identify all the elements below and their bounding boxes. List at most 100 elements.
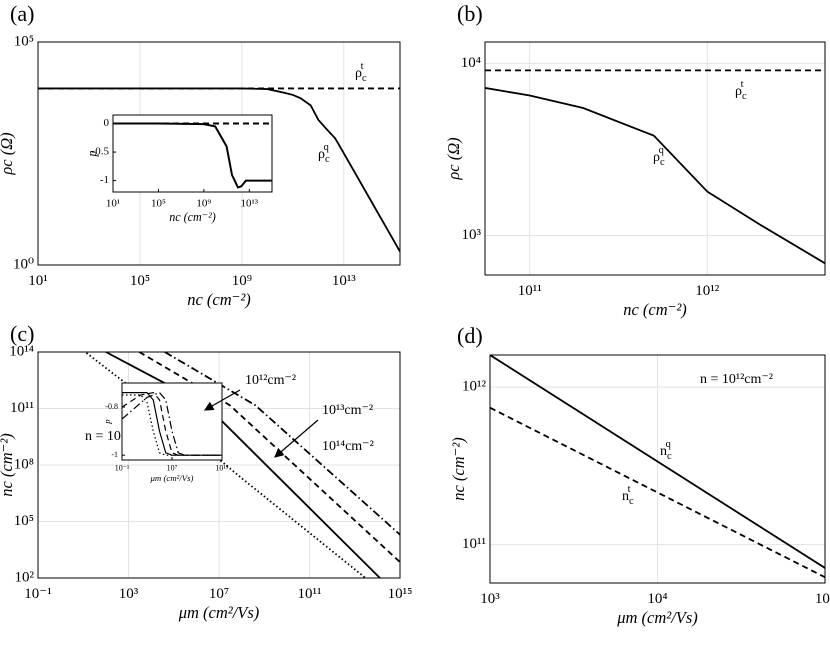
x-tick-label: 10⁵ [151, 198, 166, 210]
data-line [485, 87, 825, 265]
annotation: ρct [735, 79, 747, 102]
y-axis-label: nc (cm⁻²) [0, 433, 16, 497]
label-base: ρ [355, 66, 362, 81]
plot-frame [121, 382, 223, 461]
plot-area [485, 42, 825, 275]
y-tick-label: -1 [111, 450, 118, 459]
y-tick-label: 10² [15, 569, 35, 585]
x-axis-label: nc (cm⁻²) [187, 290, 251, 309]
x-tick-label: 10⁹ [196, 198, 211, 210]
plot-frame [112, 114, 273, 193]
label-sup: t [361, 61, 364, 72]
label-sub: c [742, 91, 747, 102]
data-line [490, 406, 825, 579]
y-tick-label: -1 [100, 174, 109, 186]
data-line [164, 352, 400, 536]
annotation: nct [622, 484, 634, 507]
plot-area [113, 115, 272, 192]
label-sub: c [660, 157, 665, 168]
y-axis-label: ρc (Ω) [444, 137, 463, 180]
x-tick-label: 10⁻¹ [115, 464, 130, 473]
x-tick-label: 10³ [119, 586, 139, 602]
x-tick-label: 10⁻¹ [24, 586, 51, 602]
x-tick-label: 10⁷ [209, 586, 229, 602]
y-tick-label: 10⁴ [461, 55, 481, 71]
x-tick-label: 10³ [480, 591, 500, 607]
data-line [122, 391, 222, 456]
plot-frame [489, 354, 826, 584]
data-line [122, 392, 222, 456]
label-sub: c [362, 73, 367, 84]
x-tick-label: 10¹⁵ [388, 586, 413, 602]
panel-label: (a) [10, 1, 34, 26]
x-tick-label: 10¹¹ [518, 283, 542, 299]
y-axis-label: nc (cm⁻²) [449, 437, 468, 501]
x-tick-label: 10¹³ [332, 273, 356, 289]
y-tick-label: 10³ [462, 227, 482, 243]
label-sup: t [741, 79, 744, 90]
x-tick-label: 10¹¹ [298, 586, 322, 602]
label-base: ρ [735, 84, 742, 99]
x-tick-label: 10¹ [106, 198, 120, 210]
label-sub: c [325, 154, 330, 165]
label-sup: q [666, 439, 672, 450]
data-line [113, 122, 272, 189]
y-tick-label: 10¹² [462, 379, 486, 395]
x-tick-label: 10¹ [28, 273, 48, 289]
arrow [203, 389, 241, 411]
arrow [274, 419, 319, 458]
y-axis-label: ρc (Ω) [0, 132, 16, 175]
y-tick-label: 10¹¹ [10, 400, 34, 416]
annotation: ρcq [653, 145, 665, 168]
x-tick-label: 10¹⁵ [215, 464, 228, 473]
y-tick-label: -0.8 [105, 402, 118, 411]
annotation: n = 10¹²cm⁻² [700, 372, 773, 387]
x-axis-label: nc (cm⁻²) [623, 300, 687, 319]
data-line [490, 355, 825, 569]
plot-area [122, 383, 222, 460]
y-tick-label: 10⁵ [14, 513, 34, 529]
x-tick-label: 10⁵ [815, 591, 830, 607]
data-line [122, 391, 222, 456]
plot-frame [484, 41, 826, 276]
y-tick-label: 10⁵ [14, 33, 34, 49]
label-sup: q [659, 145, 665, 156]
annotation: ρct [355, 61, 367, 84]
x-tick-label: 10⁴ [647, 591, 667, 607]
annotation: 10¹⁴cm⁻² [322, 439, 374, 454]
panel-label: (c) [10, 321, 34, 346]
label-sup: t [628, 484, 631, 495]
x-axis-label: μm (cm²/Vs) [616, 608, 698, 627]
x-tick-label: 10⁵ [130, 273, 150, 289]
y-tick-label: 10⁸ [14, 456, 34, 472]
label-base: n [660, 444, 667, 459]
panel-label: (d) [457, 323, 483, 348]
y-tick-label: 10¹¹ [462, 536, 486, 552]
annotation: ρcq [318, 142, 330, 165]
label-base: n [622, 489, 629, 504]
y-axis-label: p [102, 419, 112, 425]
annotation: 10¹³cm⁻² [322, 403, 373, 418]
data-line [138, 352, 400, 563]
y-axis-label: p [85, 150, 99, 157]
y-tick-label: 10¹⁴ [9, 343, 34, 359]
x-tick-label: 10¹² [695, 283, 719, 299]
plot-frame [37, 351, 401, 579]
label-base: ρ [318, 147, 325, 162]
y-tick-label: 0 [104, 117, 110, 129]
x-tick-label: 10⁹ [232, 273, 252, 289]
panel-label: (b) [457, 1, 483, 26]
y-tick-label: -0.5 [92, 146, 110, 158]
annotation: 10¹²cm⁻² [245, 373, 296, 388]
x-tick-label: 10¹³ [240, 198, 258, 210]
x-axis-label: nc (cm⁻²) [169, 210, 216, 224]
x-tick-label: 10⁷ [167, 464, 178, 473]
plot-frame [37, 41, 401, 266]
annotation: ncq [660, 439, 672, 462]
data-line [38, 87, 400, 253]
x-axis-label: μm (cm²/Vs) [178, 603, 260, 622]
label-sub: c [667, 451, 672, 462]
label-base: ρ [653, 150, 660, 165]
y-tick-label: 10⁰ [13, 256, 34, 272]
